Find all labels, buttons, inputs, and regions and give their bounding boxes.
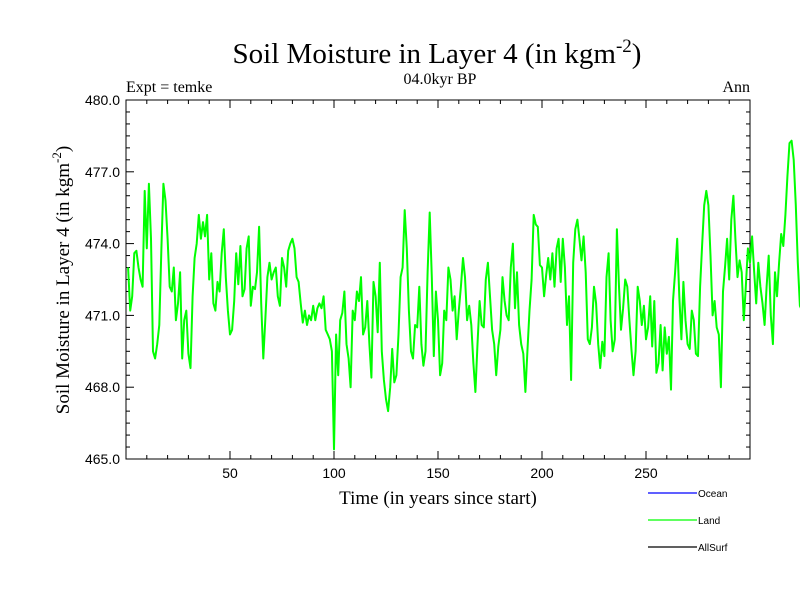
y-tick-label: 471.0 [85, 307, 120, 323]
series-layer [127, 139, 800, 451]
x-axis-label: Time (in years since start) [339, 488, 537, 509]
chart-subtitle: 04.0kyr BP [404, 71, 477, 88]
y-tick-label: 468.0 [85, 379, 120, 395]
y-tick-label: 480.0 [85, 92, 120, 108]
x-axis: 50 100 150 200 250 [146, 100, 730, 481]
y-tick-label: 465.0 [85, 451, 120, 467]
x-tick-label: 100 [322, 465, 346, 481]
experiment-label: Expt = temke [126, 79, 212, 96]
x-tick-label: 150 [426, 465, 450, 481]
legend-label-ocean: Ocean [698, 489, 727, 500]
legend-label-allsurf: AllSurf [698, 543, 728, 554]
y-axis-label: Soil Moisture in Layer 4 (in kgm-2) [49, 146, 74, 414]
series-line-land [127, 139, 800, 451]
season-label: Ann [722, 79, 750, 96]
y-tick-label: 474.0 [85, 236, 120, 252]
legend: Ocean Land AllSurf [648, 489, 728, 554]
y-axis: 465.0 468.0 471.0 474.0 477.0 480.0 [85, 92, 750, 467]
x-tick-label: 250 [634, 465, 658, 481]
chart-title: Soil Moisture in Layer 4 (in kgm-2) [233, 36, 642, 70]
x-tick-label: 200 [530, 465, 554, 481]
legend-label-land: Land [698, 516, 720, 527]
x-tick-label: 50 [222, 465, 238, 481]
y-tick-label: 477.0 [85, 164, 120, 180]
